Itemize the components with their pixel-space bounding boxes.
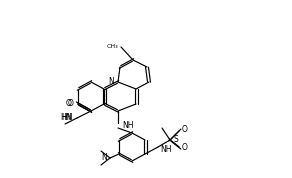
Text: N: N	[101, 153, 107, 163]
Text: O: O	[182, 125, 188, 135]
Text: S: S	[173, 135, 178, 145]
Text: O: O	[66, 100, 72, 109]
Text: CH₃: CH₃	[106, 44, 118, 49]
Text: O: O	[182, 143, 188, 153]
Text: HN: HN	[60, 112, 72, 122]
Text: O: O	[67, 98, 73, 108]
Text: N: N	[108, 77, 114, 87]
Text: HN: HN	[62, 114, 73, 122]
Text: NH: NH	[160, 145, 171, 155]
Text: NH: NH	[122, 122, 133, 130]
